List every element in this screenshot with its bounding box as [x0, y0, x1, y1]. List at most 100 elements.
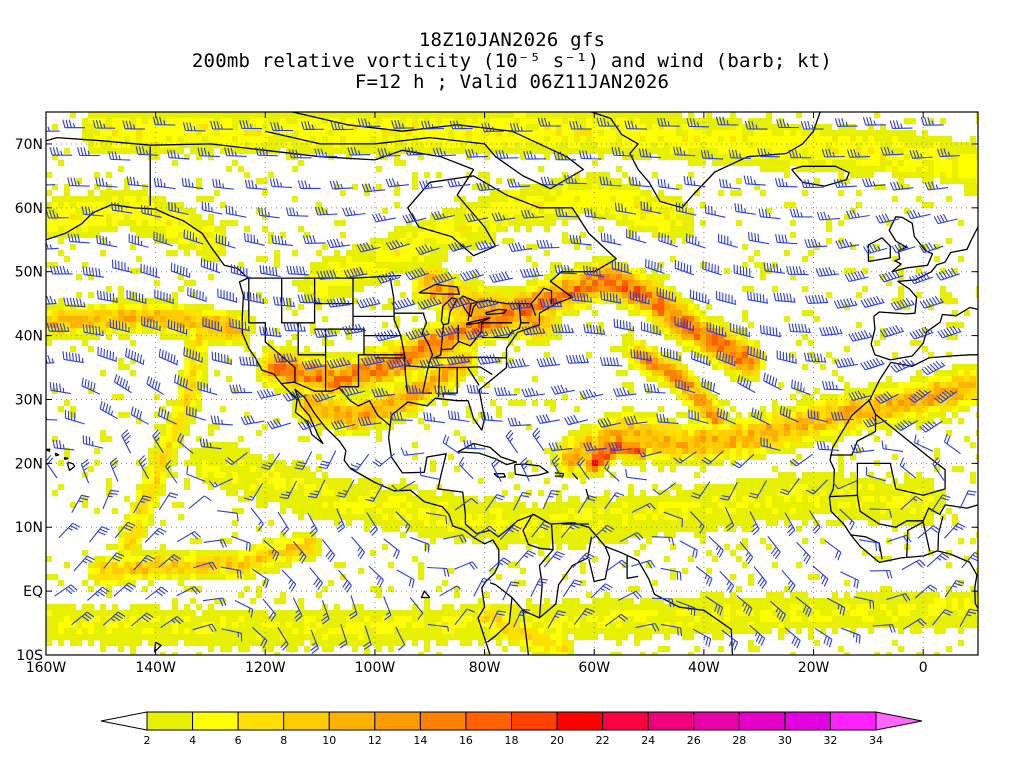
wind-barb [689, 511, 705, 534]
wind-barb [716, 350, 736, 367]
wind-barb [314, 148, 338, 158]
wind-barb [753, 566, 768, 590]
wind-barb [485, 493, 505, 512]
wind-barb [62, 351, 84, 364]
wind-barb [846, 148, 870, 158]
coastline-segment [588, 546, 611, 583]
wind-barb [480, 411, 503, 422]
wind-barb [446, 296, 471, 310]
coastline-segment [856, 495, 978, 528]
wind-barb [154, 289, 174, 305]
wind-barb [420, 120, 444, 130]
wind-barb [625, 469, 647, 481]
wind-barb [531, 520, 552, 538]
wind-barb [821, 380, 845, 391]
wind-barb [341, 385, 366, 397]
wind-barb [488, 610, 506, 630]
wind-barb [231, 535, 251, 552]
wind-barb [796, 541, 811, 565]
colorbar-segment [829, 711, 877, 731]
wind-barb [577, 456, 590, 480]
wind-barb [565, 354, 589, 364]
wind-barb [705, 596, 724, 616]
wind-barb [262, 598, 277, 622]
coastline-segment [297, 322, 326, 356]
wind-barb [537, 117, 561, 127]
wind-barb [326, 357, 351, 369]
wind-barb [466, 384, 489, 395]
colorbar-segment [192, 711, 239, 731]
wind-barb [894, 419, 919, 432]
wind-barb [733, 264, 754, 279]
coastline-segment [265, 112, 584, 190]
lon-tick-label: 40W [688, 660, 720, 676]
coastline-segment [63, 456, 69, 461]
wind-barb [396, 569, 415, 588]
wind-barb [239, 120, 262, 130]
wind-barb [192, 561, 218, 571]
wind-barb [899, 457, 917, 479]
wind-barb [807, 409, 829, 423]
wind-barb [111, 259, 133, 273]
wind-barb [604, 613, 629, 627]
wind-barb [658, 232, 678, 248]
wind-barb [113, 582, 137, 597]
wind-barb [211, 351, 233, 365]
wind-barb [691, 350, 711, 367]
wind-barb [71, 494, 90, 513]
colorbar-low-arrow [100, 711, 148, 731]
wind-barb [506, 178, 531, 188]
wind-barb [695, 566, 713, 587]
wind-barb [273, 353, 297, 363]
wind-barb [167, 319, 188, 335]
wind-barb [474, 296, 499, 309]
wind-barb [578, 150, 602, 160]
colorbar-segment [419, 711, 467, 731]
wind-barb [804, 238, 828, 248]
wind-barb [886, 593, 911, 602]
wind-barb [861, 178, 886, 188]
wind-barb [135, 146, 158, 156]
wind-barb [409, 597, 424, 621]
wind-barb [819, 325, 843, 336]
coastline-segment [54, 452, 60, 457]
wind-barb [453, 561, 478, 570]
wind-barb [166, 149, 190, 160]
wind-barb [917, 525, 941, 539]
wind-barb [343, 266, 368, 279]
wind-barb [577, 495, 597, 514]
coastline-segment [828, 362, 978, 610]
wind-barb [210, 120, 233, 130]
coastline-segment [890, 354, 978, 367]
wind-barb [255, 147, 278, 157]
wind-barb [860, 357, 885, 371]
wind-barb [330, 121, 354, 131]
wind-barb [62, 119, 85, 129]
coastline-segment [67, 461, 76, 472]
wind-barb [532, 427, 545, 452]
wind-barb [321, 539, 336, 563]
wind-barb [307, 512, 318, 537]
wind-barb [880, 146, 904, 156]
wind-barb [675, 600, 696, 617]
wind-barb [427, 566, 450, 577]
wind-barb [914, 434, 934, 452]
wind-barb [351, 536, 366, 560]
wind-barb [96, 234, 118, 248]
colorbar-label: 26 [687, 734, 701, 747]
wind-barb [417, 296, 442, 310]
wind-barb [128, 233, 149, 248]
colorbar-segment [328, 711, 376, 731]
wind-barb [919, 420, 943, 433]
wind-barb [628, 176, 651, 188]
wind-barb [454, 608, 475, 626]
wind-barb [643, 383, 666, 394]
wind-barb [776, 350, 797, 364]
wind-barb [158, 492, 179, 510]
wind-barb [834, 118, 858, 127]
title-line-2: 200mb relative vorticity (10⁻⁵ s⁻¹) and … [191, 50, 833, 72]
wind-barb [626, 229, 647, 244]
wind-barb [126, 289, 147, 304]
wind-barb [604, 492, 625, 510]
wind-barb [651, 597, 675, 608]
